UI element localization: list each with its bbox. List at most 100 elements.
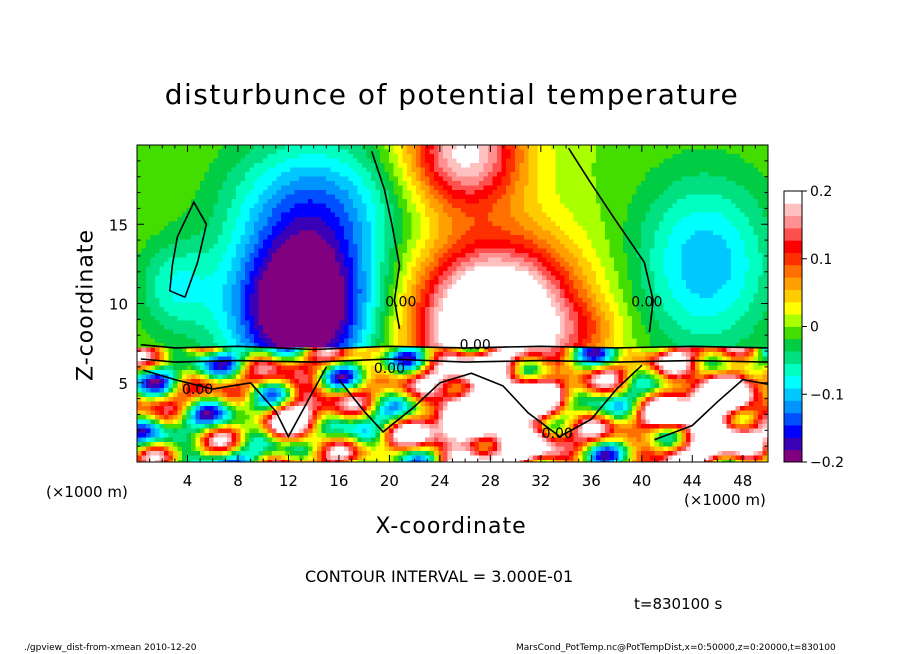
field-cell [443, 163, 449, 169]
field-cell [155, 158, 161, 164]
field-cell [623, 212, 629, 218]
field-cell [753, 239, 759, 245]
field-cell [443, 266, 449, 272]
field-cell [465, 185, 471, 191]
field-cell [213, 217, 219, 223]
field-cell [587, 226, 593, 232]
field-cell [596, 298, 602, 304]
field-cell [137, 185, 143, 191]
field-cell [623, 163, 629, 169]
field-cell [551, 203, 557, 209]
field-cell [254, 199, 260, 205]
field-cell [686, 230, 692, 236]
field-cell [533, 239, 539, 245]
field-cell [321, 194, 327, 200]
field-cell [713, 149, 719, 155]
field-cell [731, 190, 737, 196]
field-cell [515, 271, 521, 277]
field-cell [191, 230, 197, 236]
field-cell [434, 176, 440, 182]
field-cell [173, 253, 179, 259]
field-cell [137, 239, 143, 245]
field-cell [339, 275, 345, 281]
field-cell [335, 257, 341, 263]
field-cell [263, 167, 269, 173]
field-cell [690, 280, 696, 286]
field-cell [290, 158, 296, 164]
field-cell [506, 145, 512, 151]
field-cell [312, 235, 318, 241]
field-cell [672, 208, 678, 214]
field-cell [308, 145, 314, 151]
field-cell [555, 248, 561, 254]
field-cell [164, 266, 170, 272]
field-cell [447, 280, 453, 286]
field-cell [704, 163, 710, 169]
field-cell [416, 280, 422, 286]
field-cell [357, 244, 363, 250]
field-cell [348, 235, 354, 241]
field-cell [506, 257, 512, 263]
field-cell [236, 244, 242, 250]
field-cell [564, 221, 570, 227]
field-cell [353, 271, 359, 277]
field-cell [258, 176, 264, 182]
field-cell [551, 163, 557, 169]
field-cell [465, 284, 471, 290]
field-cell [195, 293, 201, 299]
field-cell [258, 230, 264, 236]
field-cell [461, 271, 467, 277]
field-cell [479, 284, 485, 290]
field-cell [330, 271, 336, 277]
field-cell [173, 172, 179, 178]
field-cell [213, 253, 219, 259]
field-cell [362, 235, 368, 241]
field-cell [461, 230, 467, 236]
field-cell [429, 244, 435, 250]
field-cell [564, 253, 570, 259]
field-cell [249, 172, 255, 178]
field-cell [551, 293, 557, 299]
field-cell [177, 158, 183, 164]
field-cell [362, 217, 368, 223]
field-cell [231, 181, 237, 187]
field-cell [182, 266, 188, 272]
field-cell [677, 181, 683, 187]
field-cell [681, 163, 687, 169]
field-cell [254, 289, 260, 295]
field-cell [452, 212, 458, 218]
field-cell [240, 235, 246, 241]
field-cell [735, 293, 741, 299]
field-cell [191, 257, 197, 263]
field-cell [533, 163, 539, 169]
field-cell [236, 145, 242, 151]
field-cell [137, 194, 143, 200]
field-cell [465, 172, 471, 178]
field-cell [731, 217, 737, 223]
field-cell [420, 181, 426, 187]
field-cell [299, 230, 305, 236]
field-cell [528, 280, 534, 286]
field-cell [371, 226, 377, 232]
field-cell [182, 203, 188, 209]
field-cell [366, 185, 372, 191]
field-cell [704, 208, 710, 214]
field-cell [204, 217, 210, 223]
field-cell [425, 235, 431, 241]
field-cell [605, 149, 611, 155]
field-cell [722, 230, 728, 236]
field-cell [632, 154, 638, 160]
field-cell [636, 298, 642, 304]
field-cell [447, 212, 453, 218]
field-cell [515, 158, 521, 164]
field-cell [191, 185, 197, 191]
field-cell [141, 253, 147, 259]
field-cell [429, 262, 435, 268]
field-cell [483, 190, 489, 196]
field-cell [537, 145, 543, 151]
field-cell [335, 284, 341, 290]
field-cell [605, 244, 611, 250]
field-cell [191, 235, 197, 241]
field-cell [753, 203, 759, 209]
field-cell [357, 266, 363, 272]
